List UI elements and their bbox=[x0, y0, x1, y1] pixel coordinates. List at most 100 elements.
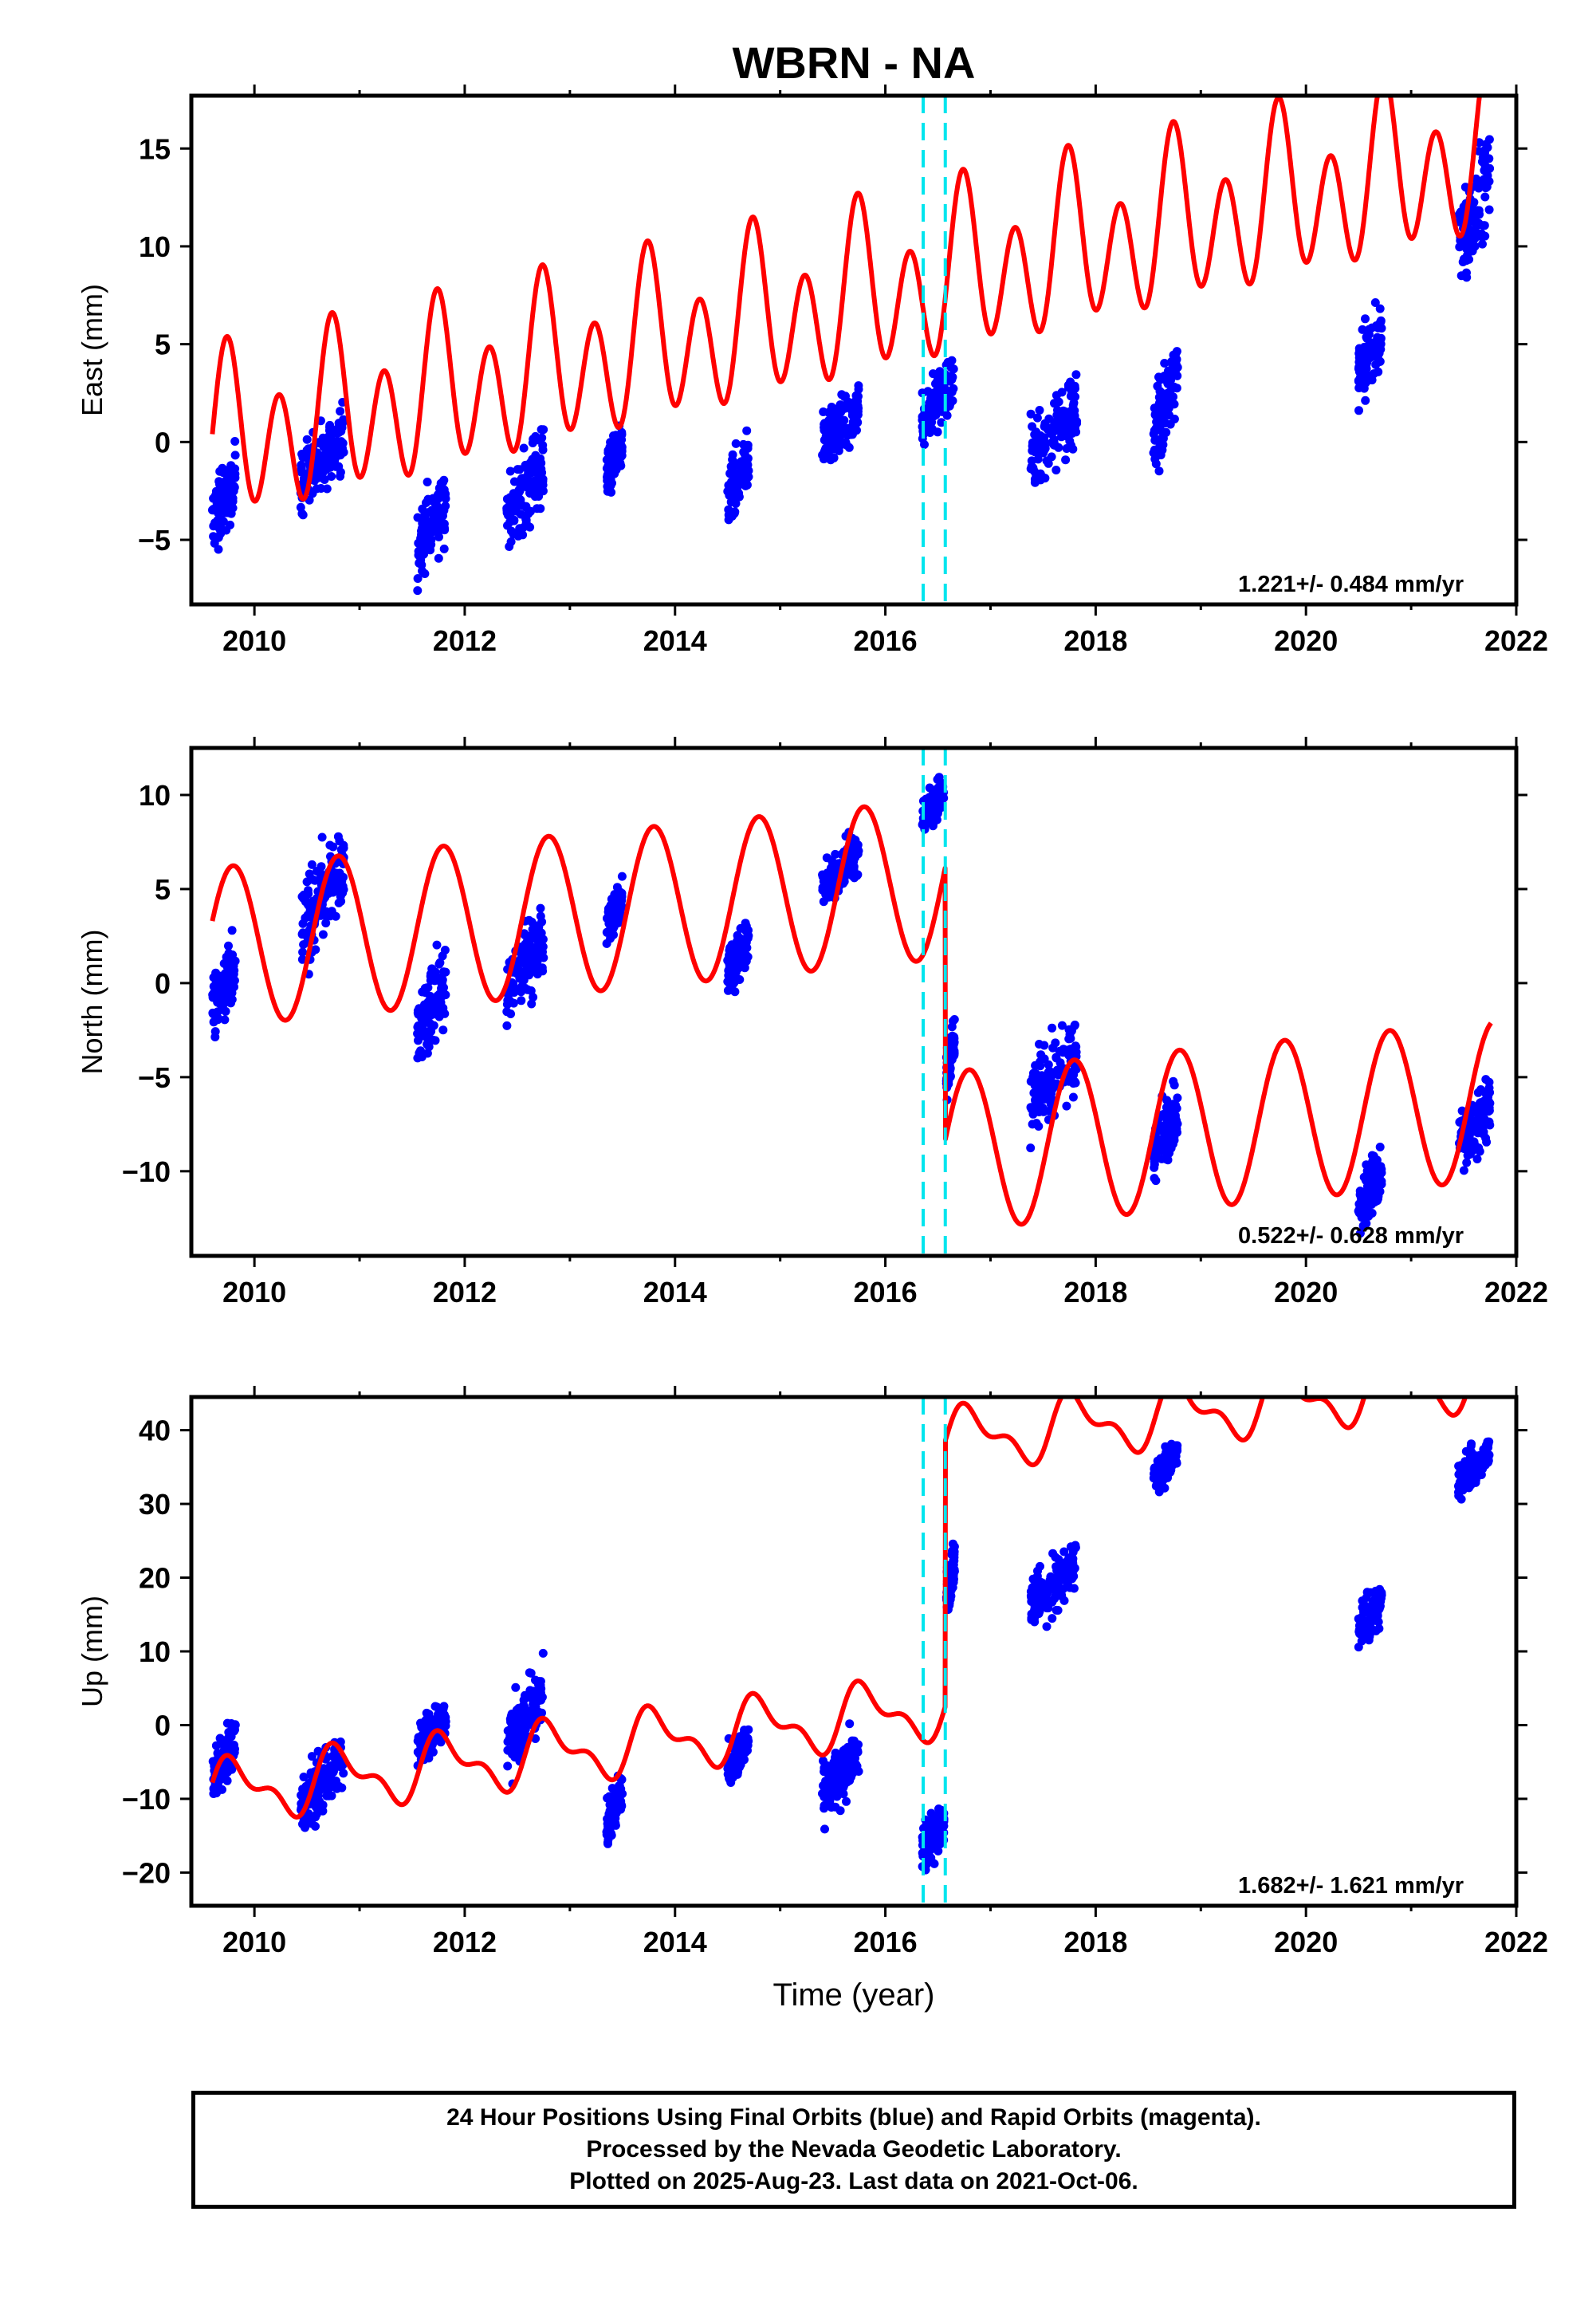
up-data-point bbox=[511, 1726, 521, 1735]
east-data-point bbox=[818, 451, 827, 460]
east-data-point bbox=[521, 460, 530, 470]
east-model-line bbox=[210, 96, 1482, 504]
north-data-point bbox=[299, 940, 309, 950]
up-data-point bbox=[511, 1682, 521, 1692]
up-x-tick-label: 2012 bbox=[433, 1926, 497, 1958]
east-data-point bbox=[1377, 324, 1386, 333]
east-data-point bbox=[1158, 445, 1167, 455]
east-data-point bbox=[724, 505, 733, 514]
north-data-point bbox=[521, 983, 530, 993]
east-data-point bbox=[1361, 314, 1370, 324]
north-data-point bbox=[536, 911, 545, 921]
north-data-point bbox=[728, 986, 737, 994]
east-data-point bbox=[297, 467, 306, 477]
east-data-point bbox=[1054, 397, 1063, 407]
east-data-point bbox=[1364, 325, 1374, 334]
east-data-point bbox=[744, 472, 753, 482]
up-data-point bbox=[930, 1840, 940, 1849]
north-data-point bbox=[517, 996, 526, 1005]
north-data-point bbox=[614, 918, 623, 927]
north-y-tick-label: −10 bbox=[122, 1155, 171, 1188]
north-data-point bbox=[1065, 1045, 1075, 1055]
up-y-tick-label: 0 bbox=[155, 1709, 171, 1741]
north-data-point bbox=[1375, 1143, 1385, 1151]
north-data-point bbox=[922, 818, 931, 828]
up-data-point bbox=[835, 1806, 845, 1816]
north-data-point bbox=[210, 1027, 220, 1037]
east-y-tick-label: 10 bbox=[139, 230, 171, 263]
east-data-point bbox=[1459, 254, 1468, 264]
east-data-point bbox=[1065, 383, 1075, 392]
east-data-point bbox=[853, 401, 863, 411]
north-data-point bbox=[843, 865, 852, 874]
north-data-point bbox=[1026, 1143, 1036, 1153]
east-data-point bbox=[1171, 353, 1181, 363]
up-data-point bbox=[611, 1814, 620, 1823]
up-data-point bbox=[1037, 1578, 1047, 1588]
east-data-point bbox=[1455, 242, 1464, 252]
north-data-point bbox=[828, 859, 838, 868]
east-data-point bbox=[937, 418, 946, 427]
up-rate-label: 1.682+/- 1.621 mm/yr bbox=[1238, 1873, 1464, 1899]
north-data-point bbox=[1057, 1021, 1067, 1030]
up-x-tick-label: 2018 bbox=[1063, 1926, 1127, 1958]
up-data-point bbox=[743, 1735, 752, 1745]
up-data-point bbox=[1475, 1458, 1484, 1468]
north-data-point bbox=[1166, 1132, 1176, 1142]
east-data-point bbox=[1155, 401, 1165, 411]
east-data-point bbox=[1484, 177, 1494, 186]
north-x-tick-label: 2022 bbox=[1484, 1276, 1548, 1309]
east-x-tick-label: 2012 bbox=[433, 624, 497, 657]
north-data-point bbox=[1044, 1060, 1053, 1069]
east-data-point bbox=[528, 468, 537, 478]
north-data-point bbox=[1034, 1122, 1044, 1131]
north-data-point bbox=[214, 998, 223, 1007]
north-data-point bbox=[1150, 1151, 1159, 1160]
north-data-point bbox=[328, 887, 338, 897]
north-data-point bbox=[218, 1005, 228, 1014]
up-y-tick-label: −20 bbox=[122, 1856, 171, 1889]
east-data-point bbox=[606, 481, 615, 490]
north-y-tick-label: −5 bbox=[138, 1061, 171, 1094]
up-data-point bbox=[216, 1774, 226, 1783]
north-data-point bbox=[434, 990, 444, 999]
north-data-point bbox=[1464, 1131, 1474, 1141]
east-data-point bbox=[1044, 458, 1053, 468]
north-data-point bbox=[441, 990, 450, 1000]
north-data-point bbox=[1171, 1100, 1180, 1110]
east-data-point bbox=[1473, 179, 1483, 188]
east-data-point bbox=[1162, 392, 1171, 401]
east-data-point bbox=[320, 475, 329, 484]
north-data-point bbox=[1036, 1061, 1045, 1071]
up-axes-frame bbox=[189, 1395, 1519, 1908]
east-data-point bbox=[829, 410, 839, 419]
north-data-point bbox=[529, 993, 538, 1002]
north-rate-label: 0.522+/- 0.628 mm/yr bbox=[1238, 1223, 1464, 1249]
up-y-tick-label: 40 bbox=[139, 1415, 171, 1447]
up-data-point bbox=[820, 1804, 829, 1813]
north-data-point bbox=[1151, 1176, 1161, 1186]
north-data-point bbox=[740, 963, 749, 973]
up-marks bbox=[208, 1397, 1494, 1906]
up-data-point bbox=[1164, 1468, 1173, 1478]
up-data-point bbox=[331, 1761, 340, 1771]
east-data-point bbox=[416, 556, 426, 565]
up-data-point bbox=[520, 1720, 529, 1730]
north-data-point bbox=[1071, 1078, 1080, 1088]
north-data-point bbox=[925, 783, 934, 793]
north-data-point bbox=[1357, 1198, 1366, 1208]
north-data-point bbox=[339, 844, 348, 852]
up-data-point bbox=[226, 1732, 236, 1741]
north-data-point bbox=[1035, 1040, 1044, 1049]
north-data-point bbox=[929, 790, 938, 800]
east-data-point bbox=[1480, 166, 1489, 175]
north-data-point bbox=[513, 959, 523, 969]
up-data-point bbox=[948, 1559, 957, 1568]
east-data-point bbox=[728, 511, 737, 521]
north-data-point bbox=[742, 933, 752, 943]
north-data-point bbox=[820, 882, 829, 891]
east-data-point bbox=[516, 510, 525, 519]
east-data-point bbox=[534, 492, 544, 501]
up-panel: 2010 2012 2014 2016 2018 2020 2022 −20 −10 0 10 20 3… bbox=[76, 1386, 1548, 1958]
east-data-point bbox=[1376, 316, 1386, 325]
